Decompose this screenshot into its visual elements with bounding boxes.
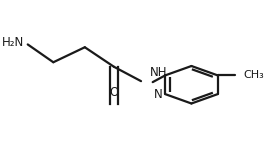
- Text: H₂N: H₂N: [2, 36, 24, 48]
- Text: N: N: [154, 88, 163, 101]
- Text: CH₃: CH₃: [244, 70, 265, 80]
- Text: O: O: [109, 86, 119, 99]
- Text: NH: NH: [150, 66, 168, 79]
